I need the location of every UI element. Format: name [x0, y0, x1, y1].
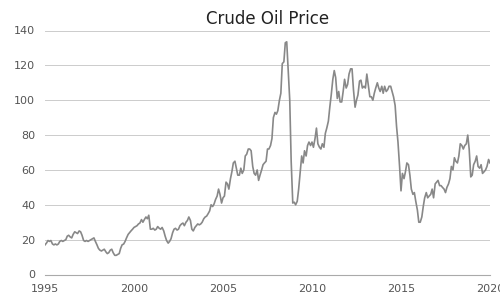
Title: Crude Oil Price: Crude Oil Price: [206, 9, 329, 27]
